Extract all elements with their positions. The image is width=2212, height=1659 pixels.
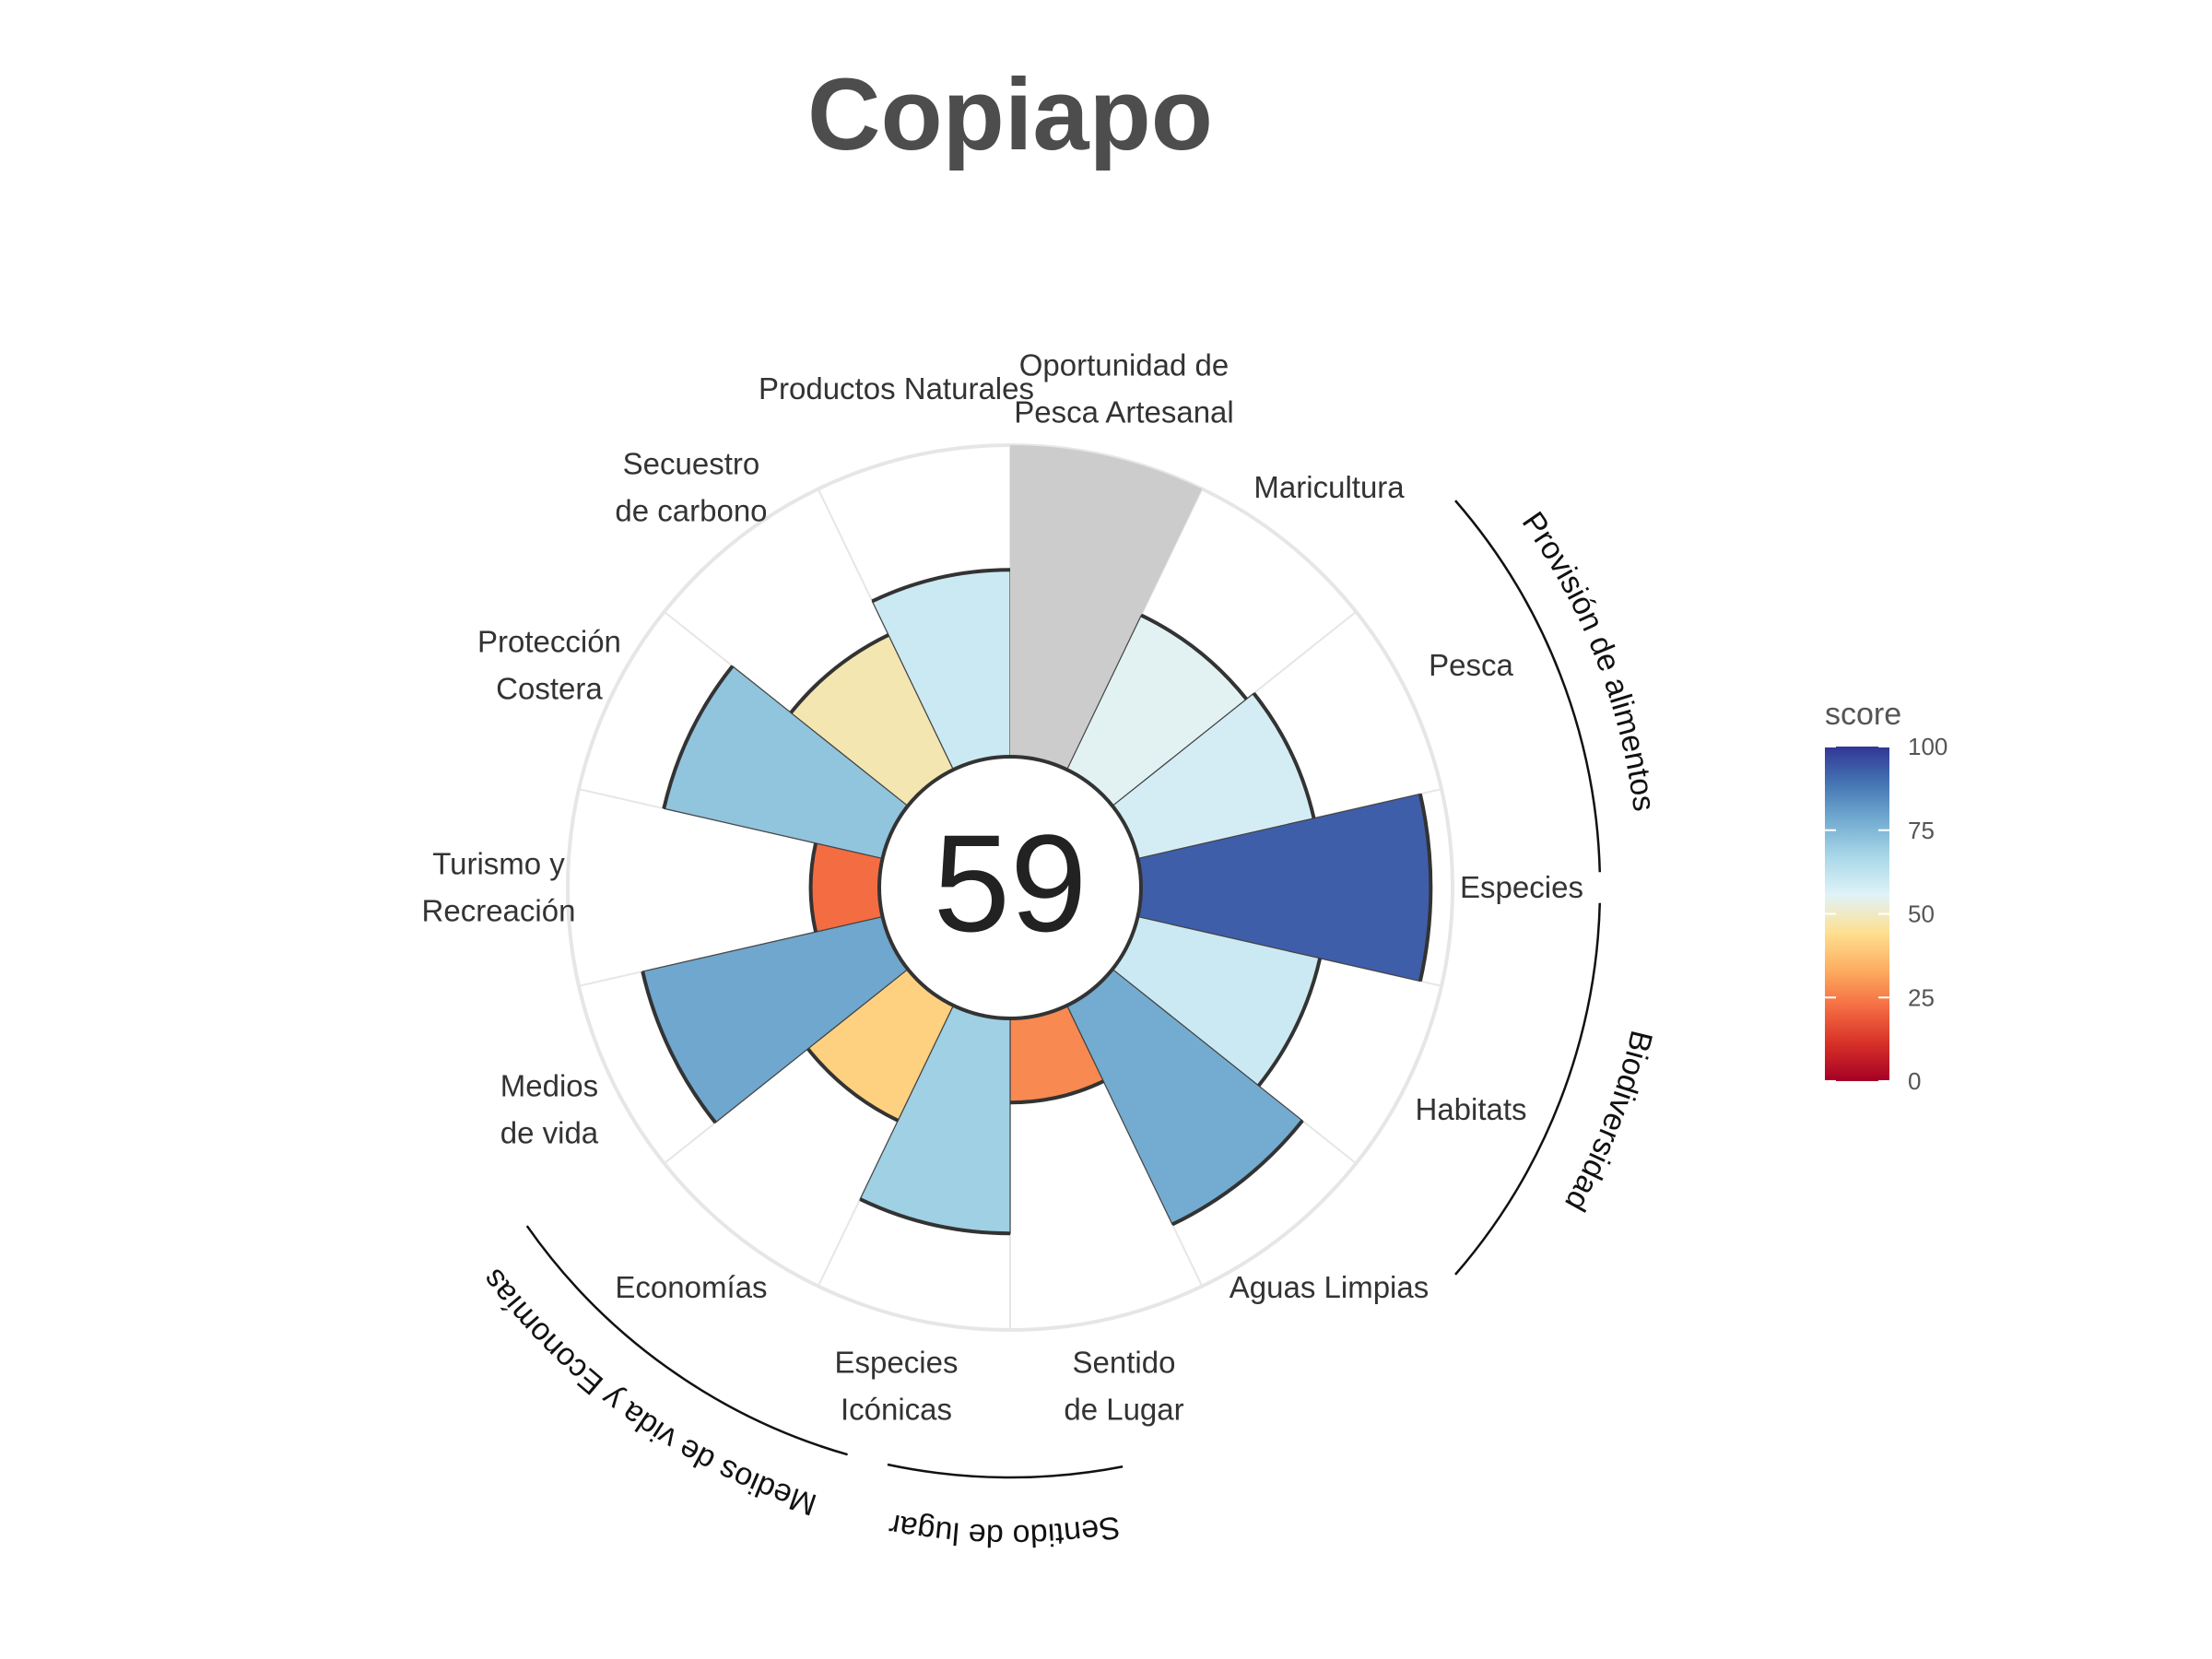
goal-label: Pesca [1429, 648, 1513, 682]
legend-tick-label: 25 [1908, 983, 1935, 1011]
group-arc [1454, 500, 1602, 873]
center-disc [877, 755, 1143, 1020]
goal-label: Especies [1460, 870, 1583, 904]
goal-label: Sentido [1073, 1346, 1176, 1380]
goal-label: Turismo y [432, 847, 565, 881]
petal-outline [1009, 1079, 1105, 1105]
petal-outline [1418, 794, 1433, 982]
group-arc [887, 1463, 1124, 1479]
goal-label: Pesca Artesanal [1014, 394, 1233, 429]
chart-title: Copiapo [807, 58, 1213, 171]
petal-outline [641, 971, 717, 1124]
legend-tick-label: 50 [1908, 900, 1935, 928]
legend-title: score [1825, 697, 1901, 732]
legend-tick-label: 75 [1908, 817, 1935, 844]
goal-label: Aguas Limpias [1230, 1270, 1429, 1304]
goal-label: Habitats [1416, 1092, 1527, 1126]
goal-label: Maricultura [1253, 470, 1405, 504]
goal-label: Recreación [422, 894, 576, 928]
petal-outline [662, 665, 735, 809]
petal-outline [1140, 613, 1248, 700]
petal-outline [806, 1047, 900, 1123]
goal-label: de Lugar [1064, 1393, 1183, 1427]
center-circle [877, 755, 1143, 1020]
center-score: 59 [934, 806, 1088, 960]
color-legend: score 0 25 50 75 100 [1825, 697, 1947, 1095]
goal-label: Productos Naturales [759, 371, 1034, 406]
petal-outline [859, 1197, 1011, 1236]
goal-label: Oportunidad de [1019, 347, 1230, 382]
petal-bars [641, 445, 1433, 1236]
group-label: Sentido de lugar [886, 1507, 1123, 1553]
goal-label: Secuestro [623, 447, 760, 481]
goal-label: Medios [500, 1068, 598, 1102]
petal-outline [808, 842, 818, 933]
petal-outline [871, 568, 1011, 604]
petal-outline [1171, 1119, 1304, 1227]
goal-labels: Especies Habitats Aguas Limpias Sentido de L… [422, 347, 1583, 1426]
goal-label: de carbono [615, 494, 767, 528]
goal-label: de vida [500, 1115, 599, 1149]
petal-outline [1252, 691, 1316, 819]
goal-label: Especies [835, 1346, 959, 1380]
group-label: Biodiversidad [1558, 1027, 1659, 1217]
petal-outline [1257, 958, 1323, 1088]
goal-label: Icónicas [841, 1393, 952, 1427]
group-arc [525, 1225, 848, 1456]
goal-label: Protección [477, 625, 621, 659]
legend-tick-label: 0 [1908, 1067, 1921, 1095]
petal-bar [1010, 445, 1203, 771]
goal-label: Costera [496, 672, 603, 706]
group-arc [1454, 902, 1602, 1276]
legend-tick-label: 100 [1908, 733, 1947, 760]
petal-outline [789, 633, 889, 714]
goal-label: Economías [615, 1270, 767, 1304]
